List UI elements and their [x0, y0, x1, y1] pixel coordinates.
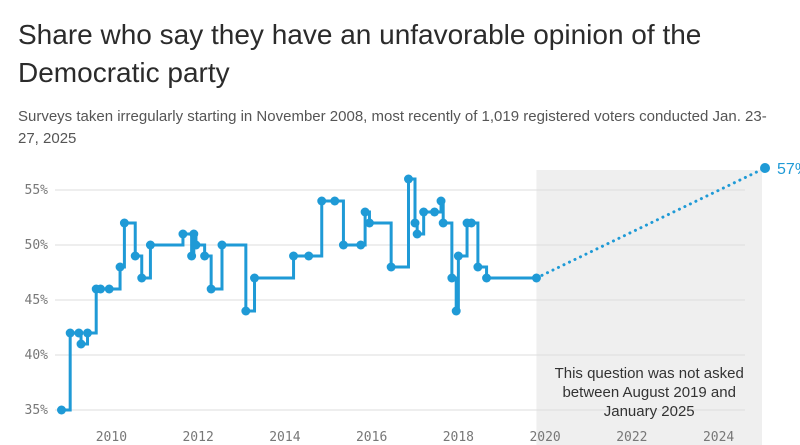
survey-data-point — [453, 251, 463, 261]
survey-data-point — [206, 284, 216, 294]
survey-data-point — [304, 251, 314, 261]
survey-data-point — [250, 273, 260, 283]
survey-data-point — [104, 284, 114, 294]
y-tick-label: 40% — [25, 348, 49, 363]
survey-data-point — [531, 273, 541, 283]
x-tick-label: 2014 — [269, 430, 300, 445]
survey-data-point — [364, 218, 374, 228]
survey-data-point — [137, 273, 147, 283]
survey-data-point — [410, 218, 420, 228]
y-tick-label: 55% — [25, 183, 49, 198]
latest-data-point — [760, 163, 771, 173]
survey-data-point — [74, 328, 84, 338]
x-tick-label: 2010 — [96, 430, 127, 445]
survey-data-point — [386, 262, 396, 272]
y-tick-label: 35% — [25, 403, 49, 418]
survey-data-point — [83, 328, 93, 338]
no-survey-shaded-region — [536, 170, 762, 445]
survey-data-point — [178, 229, 188, 239]
survey-data-point — [338, 240, 348, 250]
survey-data-point — [65, 328, 75, 338]
survey-data-point — [145, 240, 155, 250]
survey-data-point — [317, 196, 327, 206]
survey-data-point — [289, 251, 299, 261]
x-tick-label: 2020 — [529, 430, 560, 445]
survey-data-point — [430, 207, 440, 217]
survey-data-point — [130, 251, 140, 261]
survey-data-point — [419, 207, 429, 217]
y-tick-label: 45% — [25, 293, 49, 308]
shaded-region-annotation: This question was not asked — [555, 365, 744, 382]
x-tick-label: 2022 — [616, 430, 647, 445]
survey-data-point — [119, 218, 129, 228]
survey-data-point — [403, 174, 413, 184]
y-tick-label: 50% — [25, 238, 49, 253]
x-tick-label: 2016 — [356, 430, 387, 445]
survey-data-point — [187, 251, 197, 261]
survey-data-point — [115, 262, 125, 272]
x-tick-label: 2024 — [703, 430, 734, 445]
survey-data-point — [438, 218, 448, 228]
survey-data-point — [412, 229, 422, 239]
survey-data-point — [191, 240, 201, 250]
latest-value-label: 57% — [777, 161, 800, 178]
unfavorable-opinion-line — [61, 177, 537, 412]
chart-subtitle: Surveys taken irregularly starting in No… — [18, 108, 767, 147]
survey-data-point — [482, 273, 492, 283]
chart-title: Share who say they have an unfavorable o… — [18, 19, 702, 88]
survey-data-point — [436, 196, 446, 206]
survey-data-point — [76, 339, 86, 349]
x-tick-label: 2018 — [443, 430, 474, 445]
shaded-region-annotation: between August 2019 and — [562, 384, 735, 401]
survey-data-point — [466, 218, 476, 228]
survey-data-point — [241, 306, 251, 316]
survey-data-point — [200, 251, 210, 261]
x-tick-label: 2012 — [182, 430, 213, 445]
gap-dotted-line — [534, 166, 767, 280]
survey-data-point — [189, 229, 199, 239]
survey-data-point — [330, 196, 340, 206]
survey-data-point — [473, 262, 483, 272]
survey-data-point — [356, 240, 366, 250]
survey-data-point — [57, 405, 67, 415]
survey-data-point — [217, 240, 227, 250]
survey-data-point — [96, 284, 106, 294]
shaded-region-annotation: January 2025 — [604, 403, 695, 420]
survey-data-point — [360, 207, 370, 217]
survey-data-point — [447, 273, 457, 283]
survey-data-point — [451, 306, 461, 316]
